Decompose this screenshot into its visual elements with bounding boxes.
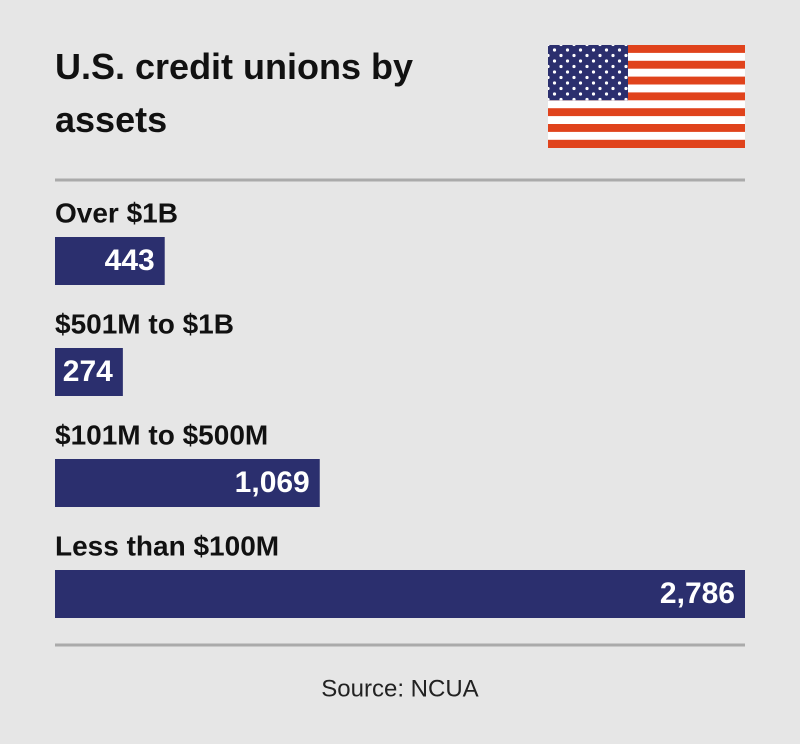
category-label: Over $1B [55,197,178,228]
value-label: 274 [63,355,113,388]
category-label: $501M to $1B [55,308,234,339]
bar [55,459,320,507]
category-label: $101M to $500M [55,419,268,450]
value-label: 1,069 [235,466,310,499]
bar [55,237,165,285]
flag [548,45,745,148]
bar [55,348,123,396]
value-label: 2,786 [660,577,735,610]
value-label: 443 [105,244,155,277]
bar [55,570,745,618]
chart-title: U.S. credit unions by assets [55,46,414,140]
category-label: Less than $100M [55,530,279,561]
source: Source: NCUA [321,675,478,702]
